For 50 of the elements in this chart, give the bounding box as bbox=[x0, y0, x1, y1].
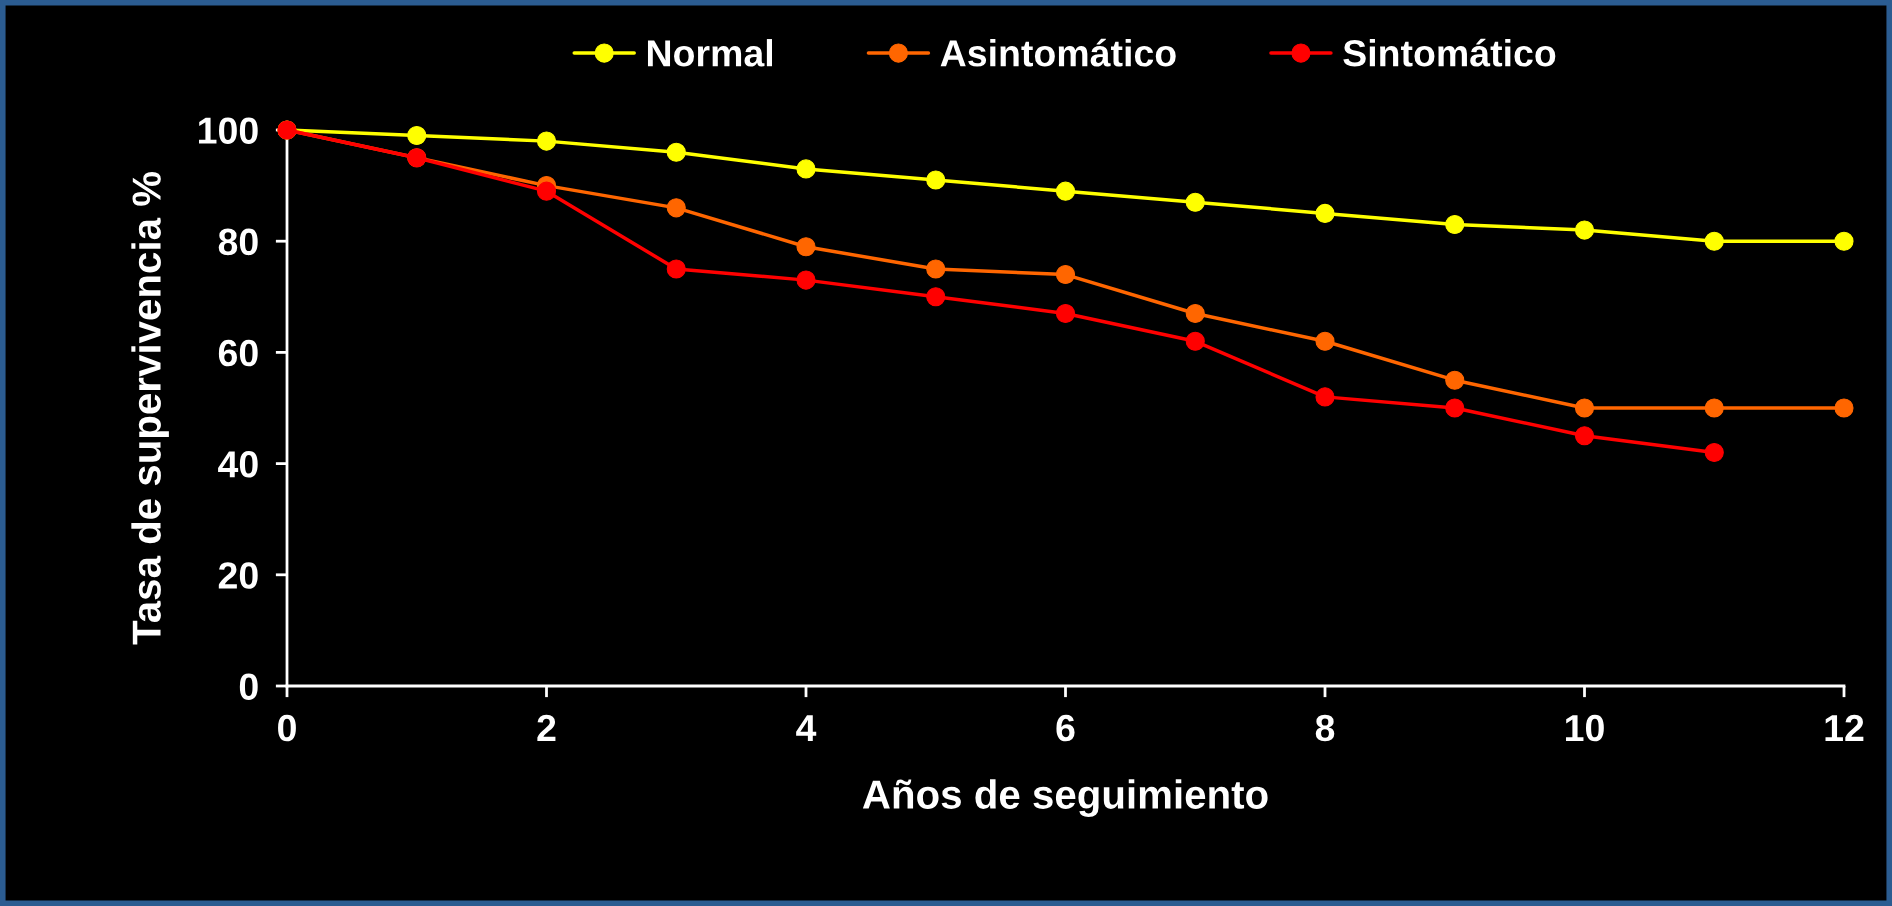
point bbox=[666, 142, 686, 162]
legend-label: Normal bbox=[647, 39, 773, 67]
point bbox=[666, 198, 686, 218]
legend-label: Sintomático bbox=[1343, 38, 1556, 67]
point bbox=[407, 126, 427, 146]
legend-label: Asintomático bbox=[940, 38, 1176, 67]
x-tick-label: 10 bbox=[1566, 714, 1604, 742]
x-tick-label: 2 bbox=[537, 714, 556, 741]
x-tick-label: 6 bbox=[1056, 714, 1075, 742]
point bbox=[1445, 370, 1465, 390]
point bbox=[926, 287, 946, 307]
point bbox=[666, 259, 686, 279]
x-tick-label: 4 bbox=[796, 715, 817, 741]
x-tick-label: 8 bbox=[1315, 714, 1335, 742]
point bbox=[1055, 265, 1076, 285]
point bbox=[1704, 442, 1724, 463]
x-axis-title: Años de seguimiento bbox=[862, 779, 1268, 818]
point bbox=[1445, 214, 1465, 235]
point bbox=[1574, 398, 1595, 418]
point bbox=[796, 237, 816, 257]
y-tick-label: 20 bbox=[218, 562, 258, 589]
y-tick-label: 40 bbox=[218, 451, 258, 478]
point bbox=[1055, 181, 1076, 201]
y-tick-label: 0 bbox=[239, 673, 258, 700]
point bbox=[1574, 426, 1595, 446]
point bbox=[796, 159, 816, 179]
y-axis-title: Tasa de supervivencia % bbox=[131, 172, 169, 645]
y-tick-label: 80 bbox=[218, 228, 258, 256]
point bbox=[1315, 331, 1335, 351]
point bbox=[536, 181, 557, 201]
point bbox=[1315, 203, 1335, 223]
x-tick-label: 12 bbox=[1825, 714, 1864, 741]
point bbox=[1445, 398, 1465, 418]
point bbox=[796, 270, 816, 290]
point bbox=[1315, 387, 1335, 407]
point bbox=[1185, 303, 1205, 324]
point bbox=[1704, 398, 1724, 418]
point bbox=[1185, 192, 1205, 212]
point bbox=[1834, 398, 1854, 418]
y-tick-label: 60 bbox=[218, 339, 258, 367]
point bbox=[1185, 331, 1205, 351]
point bbox=[926, 259, 946, 279]
point bbox=[1704, 231, 1724, 251]
point bbox=[1574, 220, 1595, 240]
point bbox=[1834, 231, 1854, 251]
point bbox=[926, 170, 946, 190]
x-tick-label: 0 bbox=[278, 714, 296, 742]
point bbox=[536, 131, 557, 151]
y-tick-label: 100 bbox=[199, 117, 258, 144]
point bbox=[1055, 303, 1076, 324]
